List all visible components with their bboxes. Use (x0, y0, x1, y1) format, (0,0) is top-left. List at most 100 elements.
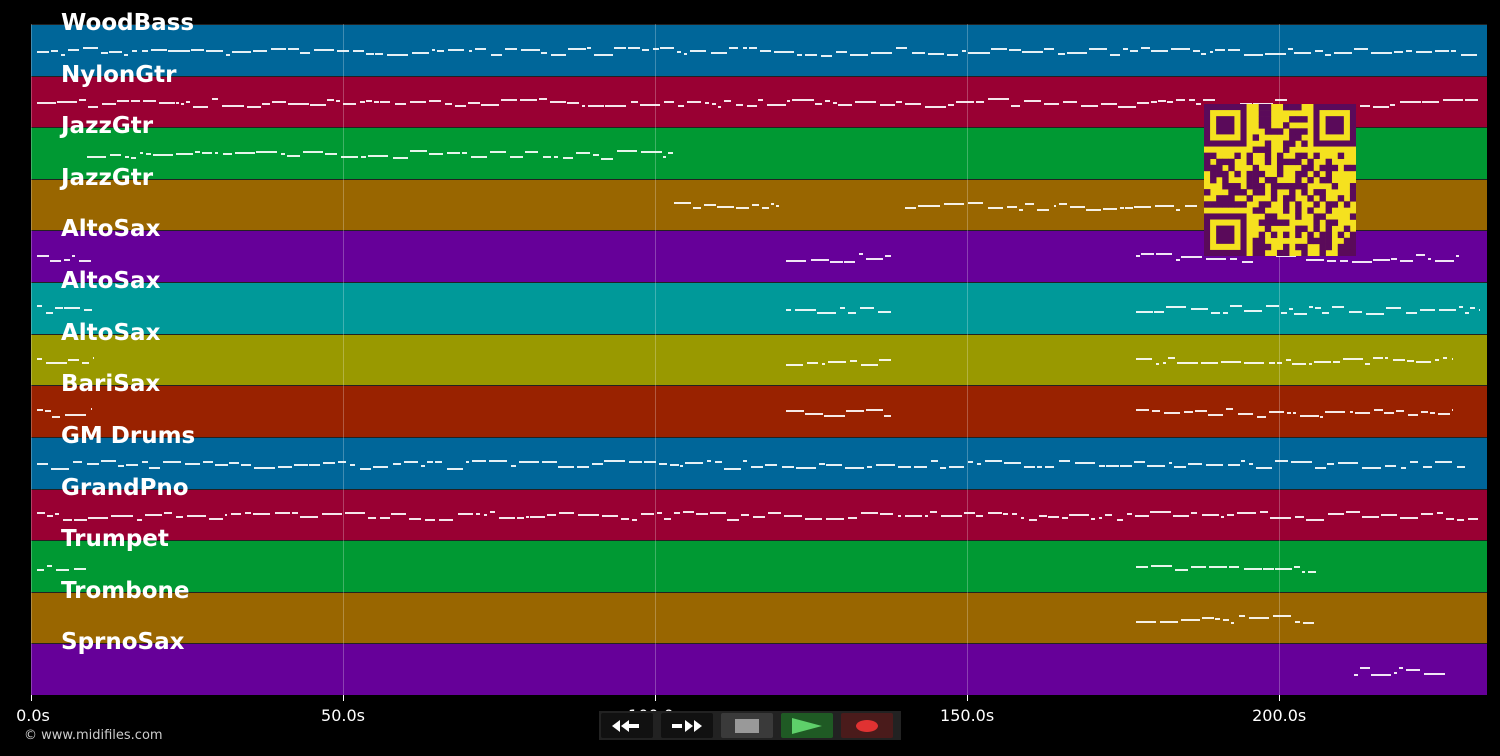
note (437, 49, 445, 52)
note (723, 467, 741, 470)
note (1327, 513, 1345, 516)
note (1237, 511, 1256, 514)
track-name: NylonGtr (61, 61, 177, 88)
track-lane[interactable] (31, 643, 1487, 695)
note (586, 46, 592, 49)
note (1308, 306, 1314, 309)
piano-roll[interactable] (31, 24, 1487, 695)
note (767, 103, 787, 106)
play-button[interactable] (781, 713, 833, 738)
note (1275, 255, 1297, 258)
note (629, 460, 643, 463)
note (1306, 259, 1324, 262)
note (786, 409, 805, 412)
note (64, 259, 70, 262)
note (683, 52, 687, 55)
note (1141, 253, 1154, 256)
note (1215, 48, 1225, 51)
note (1170, 47, 1191, 50)
note (125, 464, 139, 467)
track-lane[interactable] (31, 333, 1487, 386)
note (1061, 517, 1068, 520)
note (271, 101, 287, 104)
note (1420, 512, 1433, 515)
note (50, 50, 58, 53)
track-lane[interactable] (31, 24, 1487, 76)
note (711, 102, 716, 105)
note (1325, 411, 1346, 414)
note (1125, 207, 1133, 210)
note (1421, 410, 1428, 413)
note (447, 48, 465, 51)
note (73, 568, 87, 571)
note (62, 518, 73, 521)
note (457, 512, 474, 515)
note (322, 512, 342, 515)
stop-button[interactable] (721, 713, 773, 738)
track-lane[interactable] (31, 540, 1487, 592)
note (601, 157, 613, 160)
note (827, 360, 846, 363)
rewind-button[interactable] (601, 713, 653, 738)
note (786, 260, 807, 263)
fast-forward-button[interactable] (661, 713, 713, 738)
note (761, 206, 770, 209)
transport-controls (599, 711, 901, 740)
note (117, 99, 129, 102)
note (130, 156, 137, 159)
note (1322, 311, 1329, 314)
note (1181, 256, 1203, 259)
track-lane[interactable] (31, 591, 1487, 644)
note (1468, 517, 1478, 520)
note (359, 467, 372, 470)
note (632, 519, 637, 522)
note (412, 51, 429, 54)
tick-mark (343, 695, 345, 701)
note (924, 515, 928, 518)
note (215, 151, 219, 154)
track-lane[interactable] (31, 385, 1487, 437)
note (111, 515, 133, 518)
note (1159, 621, 1178, 624)
note (353, 50, 365, 53)
tick-mark (1279, 695, 1281, 701)
gridline (1279, 24, 1281, 695)
note (274, 512, 290, 515)
note (1434, 461, 1453, 464)
note (93, 357, 95, 360)
note (1154, 311, 1165, 314)
note (109, 50, 123, 53)
note (57, 101, 77, 104)
note (542, 155, 551, 158)
note (976, 100, 984, 103)
note (642, 49, 650, 52)
note (1053, 204, 1057, 207)
note (153, 154, 174, 157)
note (1227, 464, 1240, 467)
record-button[interactable] (841, 713, 893, 738)
track-lane[interactable] (31, 282, 1487, 334)
note (832, 102, 838, 105)
note (870, 51, 893, 54)
note (465, 460, 469, 463)
note (1348, 311, 1363, 313)
note (1269, 516, 1291, 519)
note (73, 518, 87, 521)
note (1104, 513, 1113, 516)
note (866, 465, 872, 468)
note (1201, 361, 1218, 364)
note (1331, 306, 1345, 309)
note (229, 461, 240, 464)
note (758, 98, 764, 101)
note (1265, 305, 1280, 308)
note (1274, 459, 1289, 462)
track-name: GM Drums (61, 422, 196, 449)
note (510, 156, 523, 159)
note (517, 517, 524, 519)
track-lane[interactable] (31, 436, 1487, 489)
track-lane[interactable] (31, 488, 1487, 541)
note (836, 50, 847, 53)
note (1238, 614, 1245, 617)
note (88, 106, 98, 109)
note (468, 49, 472, 52)
